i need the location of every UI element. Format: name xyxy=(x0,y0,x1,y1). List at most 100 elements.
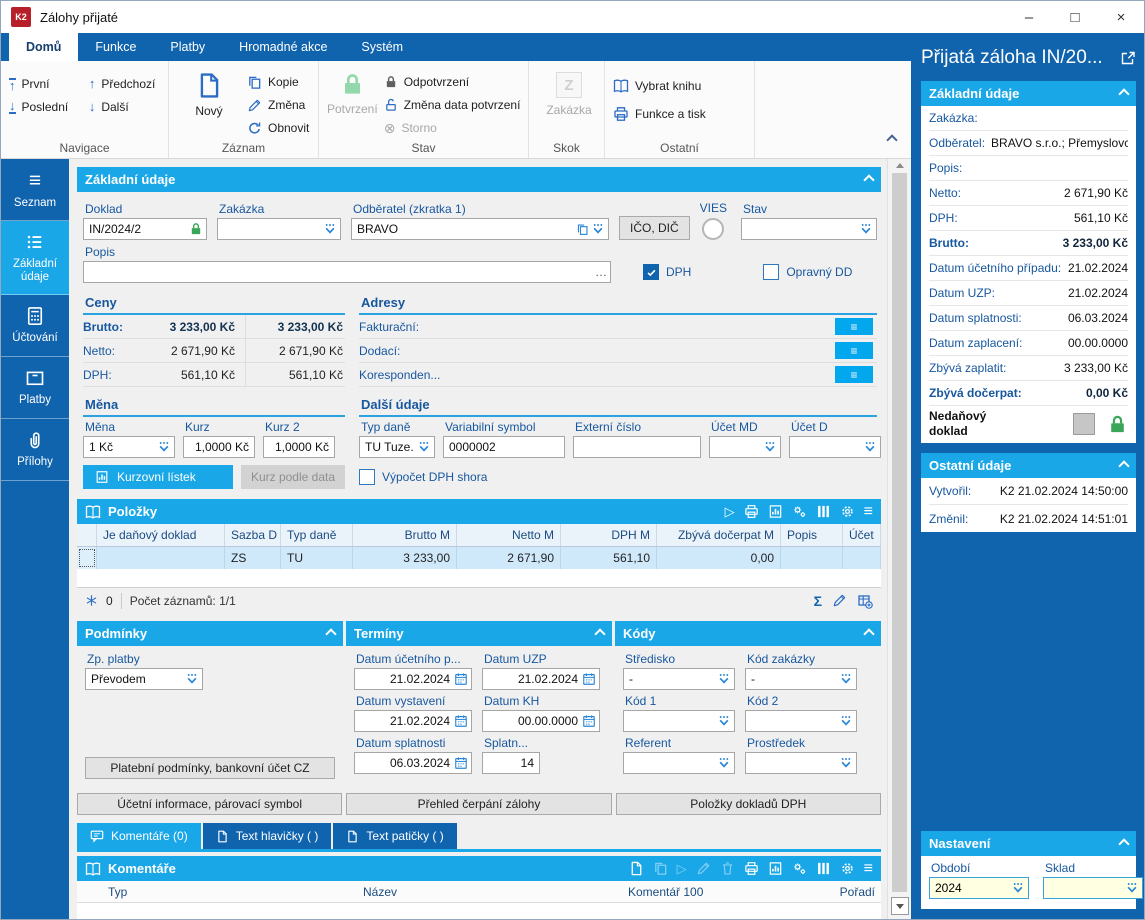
refresh-button[interactable]: Obnovit xyxy=(247,117,309,139)
calendar-icon[interactable] xyxy=(582,672,596,686)
dropdown-icon[interactable] xyxy=(1125,881,1139,895)
sidebar-item-uctovani[interactable]: Účtování xyxy=(1,295,69,357)
korespondencni-address-button[interactable]: ≡ xyxy=(835,366,873,383)
dropdown-icon[interactable] xyxy=(417,440,431,454)
kod2-input[interactable] xyxy=(749,714,837,728)
change-confirm-date-button[interactable]: Změna data potvrzení xyxy=(384,94,520,116)
close-button[interactable]: × xyxy=(1116,8,1126,26)
functions-print-button[interactable]: Funkce a tisk xyxy=(613,103,746,125)
zp-platby-input[interactable] xyxy=(89,672,183,686)
table-row[interactable]: ZS TU 3 233,00 2 671,90 561,10 0,00 xyxy=(77,547,881,569)
externi-cislo-input[interactable] xyxy=(577,440,697,454)
print-icon[interactable] xyxy=(744,861,759,876)
dropdown-icon[interactable] xyxy=(323,222,337,236)
dropdown-icon[interactable] xyxy=(839,756,853,770)
typ-dane-input[interactable] xyxy=(363,440,415,454)
stredisko-input[interactable] xyxy=(627,672,715,686)
calendar-icon[interactable] xyxy=(454,714,468,728)
popis-more-button[interactable]: … xyxy=(595,265,607,279)
popis-input[interactable] xyxy=(87,265,593,279)
header-cell[interactable]: Zbývá dočerpat M xyxy=(657,524,781,546)
row-selector-cell[interactable] xyxy=(77,547,97,569)
odberatel-input[interactable] xyxy=(355,222,574,236)
header-cell[interactable]: Je daňový doklad xyxy=(97,524,225,546)
ucet-d-input[interactable] xyxy=(793,440,861,454)
dropdown-icon[interactable] xyxy=(763,440,777,454)
unconfirm-button[interactable]: Odpotvrzení xyxy=(384,71,521,93)
dropdown-icon[interactable] xyxy=(717,756,731,770)
sidebar-item-zakladni-udaje[interactable]: Základní údaje xyxy=(1,221,69,295)
referent-input[interactable] xyxy=(627,756,715,770)
first-button[interactable]: ↑ První xyxy=(9,73,73,95)
kod1-input[interactable] xyxy=(627,714,715,728)
collapse-chevron-icon[interactable] xyxy=(1118,459,1130,472)
minimize-button[interactable]: – xyxy=(1024,8,1034,26)
edit-row-button[interactable] xyxy=(832,593,847,608)
ribbon-collapse-button[interactable] xyxy=(885,134,899,146)
header-cell[interactable]: DPH M xyxy=(561,524,657,546)
collapse-chevron-icon[interactable] xyxy=(594,627,606,640)
dropdown-icon[interactable] xyxy=(839,714,853,728)
kurzovni-listek-button[interactable]: Kurzovní lístek xyxy=(83,465,233,489)
dph-checkbox[interactable] xyxy=(643,264,659,280)
zakazka-jump-button[interactable]: Z Zakázka xyxy=(537,69,601,117)
nedanovy-checkbox[interactable] xyxy=(1073,413,1095,435)
kurz-podle-data-button[interactable]: Kurz podle data xyxy=(240,465,345,489)
ucetni-informace-button[interactable]: Účetní informace, párovací symbol xyxy=(77,793,343,815)
dropdown-icon[interactable] xyxy=(157,440,171,454)
ico-dic-button[interactable]: IČO, DIČ xyxy=(619,216,690,240)
dph-checkbox-row[interactable]: DPH xyxy=(643,264,691,280)
new-button[interactable]: Nový xyxy=(177,69,241,139)
previous-button[interactable]: ↑ Předchozí xyxy=(89,73,160,95)
dropdown-icon[interactable] xyxy=(1011,881,1025,895)
dropdown-icon[interactable] xyxy=(717,672,731,686)
sidebar-item-platby[interactable]: Platby xyxy=(1,357,69,419)
calendar-icon[interactable] xyxy=(454,672,468,686)
header-cell[interactable]: Typ daně xyxy=(281,524,353,546)
dropdown-icon[interactable] xyxy=(185,672,199,686)
snowflake-icon[interactable] xyxy=(85,594,98,607)
columns-icon[interactable] xyxy=(816,861,831,876)
header-cell[interactable]: Sazba D xyxy=(225,524,281,546)
tab-hromadne-akce[interactable]: Hromadné akce xyxy=(239,40,328,54)
collapse-chevron-icon[interactable] xyxy=(863,627,875,640)
obdobi-input[interactable] xyxy=(933,881,1011,895)
header-cell[interactable]: Komentář 100 xyxy=(628,884,704,899)
sidebar-item-seznam[interactable]: ≡ Seznam xyxy=(1,159,69,221)
add-row-button[interactable] xyxy=(857,593,873,609)
calendar-icon[interactable] xyxy=(454,756,468,770)
table-menu-icon[interactable]: ≡ xyxy=(863,502,873,520)
chart-icon[interactable] xyxy=(768,504,783,519)
dropdown-icon[interactable] xyxy=(717,714,731,728)
collapse-chevron-icon[interactable] xyxy=(863,173,875,186)
copy-button[interactable]: Kopie xyxy=(247,71,309,93)
last-button[interactable]: ↓ Poslední xyxy=(9,96,73,118)
vertical-scrollbar[interactable] xyxy=(887,159,911,919)
scroll-down-button[interactable] xyxy=(890,897,909,915)
datum-kh-input[interactable] xyxy=(486,714,580,728)
datum-ucetniho-input[interactable] xyxy=(358,672,452,686)
dodaci-address-button[interactable]: ≡ xyxy=(835,342,873,359)
sidebar-item-prilohy[interactable]: Přílohy xyxy=(1,419,69,481)
zakazka-input[interactable] xyxy=(221,222,321,236)
vypocet-dph-checkbox[interactable] xyxy=(359,469,375,485)
header-cell[interactable]: Pořadí xyxy=(839,884,875,899)
select-book-button[interactable]: Vybrat knihu xyxy=(613,75,746,97)
print-icon[interactable] xyxy=(744,504,759,519)
collapse-chevron-icon[interactable] xyxy=(1118,87,1130,100)
delete-comment-button[interactable] xyxy=(720,861,735,876)
change-button[interactable]: Změna xyxy=(247,94,309,116)
address-book-icon[interactable] xyxy=(576,223,589,236)
kurz-input[interactable] xyxy=(187,440,251,454)
sklad-input[interactable] xyxy=(1047,881,1125,895)
columns-icon[interactable] xyxy=(816,504,831,519)
tab-domu[interactable]: Domů xyxy=(9,33,79,61)
variabilni-symbol-input[interactable] xyxy=(447,440,561,454)
tab-komentare[interactable]: Komentáře (0) xyxy=(77,823,201,849)
scroll-up-arrow[interactable] xyxy=(895,163,904,168)
chart-icon[interactable] xyxy=(768,861,783,876)
storno-button[interactable]: ⊗ Storno xyxy=(384,117,521,139)
opravny-dd-checkbox[interactable] xyxy=(763,264,780,280)
tab-text-hlavicky[interactable]: Text hlavičky ( ) xyxy=(202,823,332,849)
tab-system[interactable]: Systém xyxy=(361,40,404,54)
